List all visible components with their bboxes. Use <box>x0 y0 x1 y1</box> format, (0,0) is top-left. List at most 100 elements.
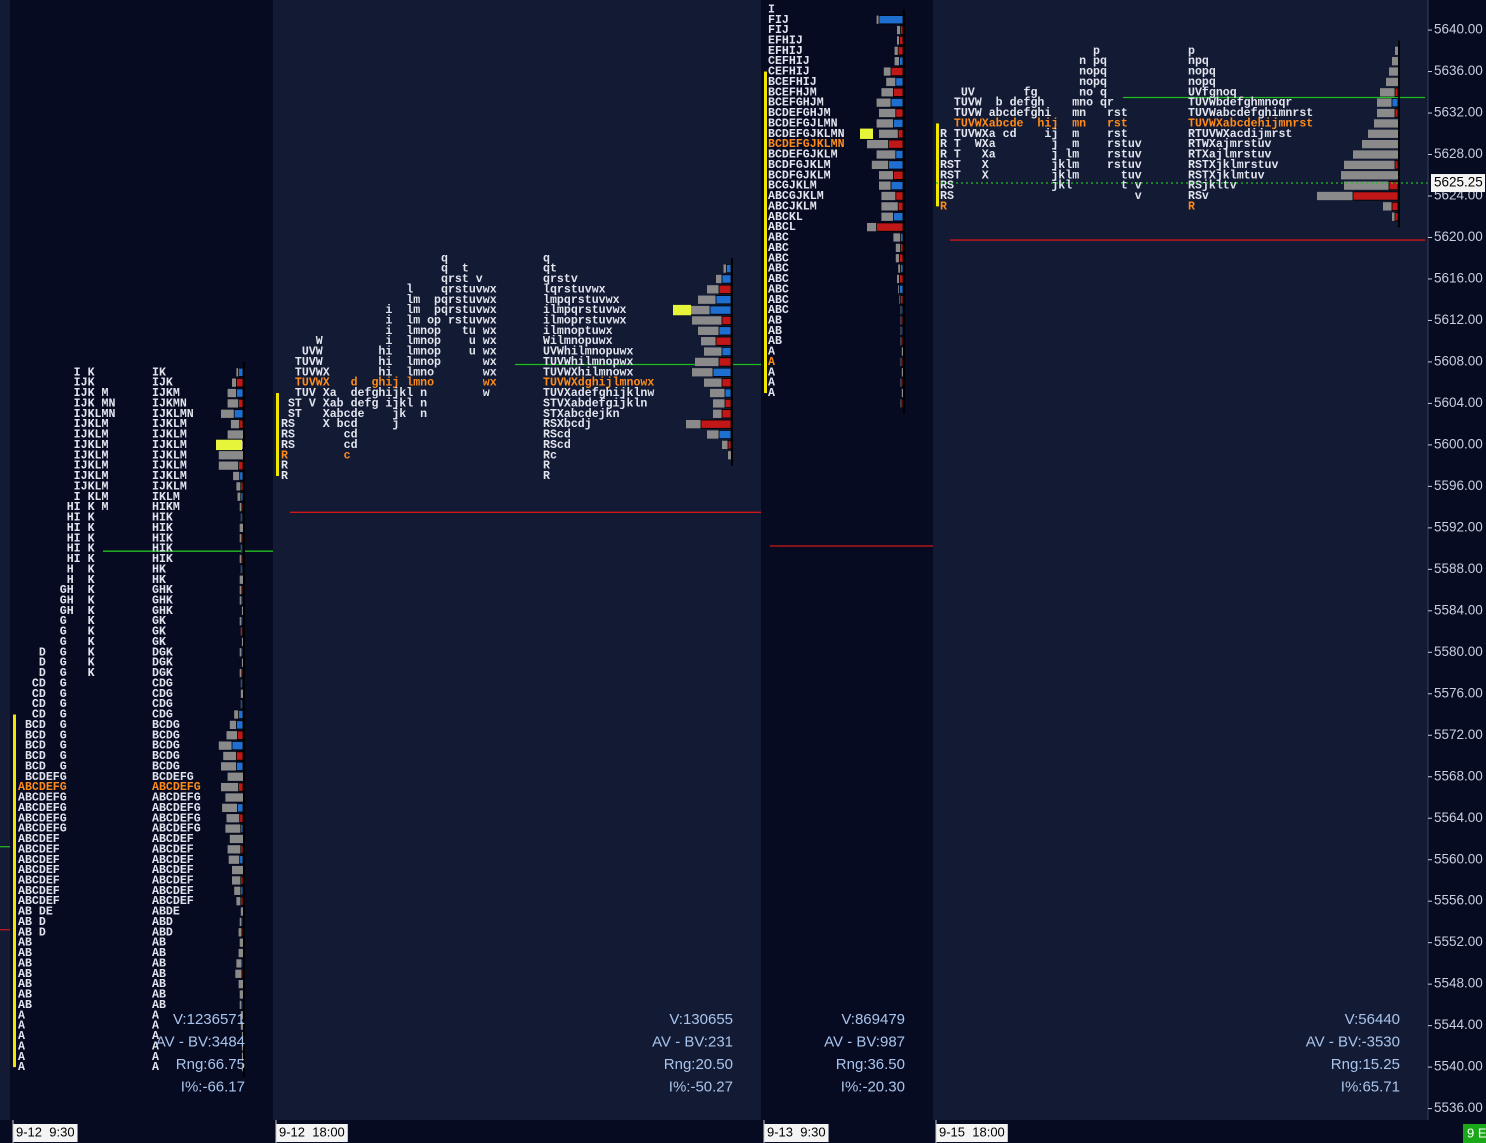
delta-bar <box>899 35 904 45</box>
delta-bar <box>895 191 904 201</box>
tpo-row: CEFHIJ <box>768 66 810 79</box>
tpo-row: AB <box>768 325 782 338</box>
tpo-row: npq <box>1188 55 1209 68</box>
tpo-row: i lmnop tu wx <box>281 325 497 338</box>
volume-bar <box>236 897 241 906</box>
tpo-row: RScd <box>543 439 571 452</box>
volume-bar <box>698 326 719 335</box>
tpo-row: HIK <box>152 553 173 566</box>
initial-balance <box>936 123 939 207</box>
tpo-row: ABCDEFG <box>152 812 201 825</box>
tpo-row: GH K <box>18 605 95 618</box>
delta-bar <box>1394 212 1399 222</box>
delta-bar <box>241 533 244 543</box>
tpo-row: RS cd <box>281 429 358 442</box>
delta-bar <box>724 388 732 398</box>
volume-bar <box>900 399 902 408</box>
volume-bar <box>1377 108 1395 118</box>
tpo-row: IKLM <box>152 491 180 504</box>
volume-bar <box>237 492 241 501</box>
volume-bar <box>898 285 900 294</box>
tpo-row: CD G <box>18 698 67 711</box>
delta-bar <box>721 409 732 419</box>
volume-bar <box>901 368 903 377</box>
tpo-row: ilmpqrstuvwx <box>543 304 627 317</box>
volume-bar <box>221 782 239 792</box>
delta-bar <box>241 502 244 512</box>
volume-bar <box>233 471 240 481</box>
delta-bar <box>241 647 244 657</box>
delta-bar <box>239 855 244 865</box>
tpo-row: AB <box>768 315 782 328</box>
delta-bar <box>893 212 904 222</box>
delta-bar <box>240 481 244 491</box>
volume-bar <box>876 98 891 107</box>
delta-bar <box>241 616 244 626</box>
volume-bar <box>722 440 728 450</box>
volume-bar <box>225 824 241 833</box>
tpo-row: R <box>940 200 947 213</box>
tpo-row: GHK <box>152 595 173 608</box>
delta-bar <box>878 15 904 25</box>
tpo-row: UVW hi lmnop u wx <box>281 346 497 359</box>
volume-bar <box>713 409 722 418</box>
volume-bar <box>232 865 243 875</box>
footer-tag-box <box>1463 1124 1486 1143</box>
tpo-row: D G K <box>18 667 95 680</box>
volume-bar <box>901 388 903 398</box>
tpo-row: CDG <box>152 698 173 711</box>
tpo-row: IJKLMN <box>18 408 115 421</box>
tpo-row: ABCDEFG <box>152 802 201 815</box>
delta-bar <box>1391 201 1399 211</box>
volume-bar <box>226 814 240 823</box>
volume-bar <box>240 907 243 916</box>
tpo-row: AB <box>18 968 32 981</box>
y-tick-label: 5600.00 <box>1434 436 1483 451</box>
tpo-row: AB <box>152 947 166 960</box>
volume-bar <box>240 689 243 698</box>
tpo-row: R <box>281 470 288 483</box>
tpo-row: lmpqrstuvwx <box>543 294 620 307</box>
delta-bar <box>231 741 244 751</box>
footer-tag: 9 E <box>1467 1125 1486 1140</box>
volume-bar <box>894 46 899 55</box>
y-tick-label: 5588.00 <box>1434 561 1483 576</box>
tpo-row: IJK MN <box>18 397 115 410</box>
tpo-row: AB <box>152 978 166 991</box>
delta-bar <box>888 139 904 149</box>
volume-bar <box>899 295 901 304</box>
volume-bar <box>235 969 242 978</box>
tpo-row: GH K <box>18 584 95 597</box>
delta-bar <box>235 378 244 388</box>
date-label: 9-13 9:30 <box>764 1124 829 1142</box>
tpo-row: AB D <box>18 926 46 939</box>
tpo-row: RST X jklm rstuv <box>940 159 1142 172</box>
y-tick-label: 5564.00 <box>1434 810 1483 825</box>
tpo-row: ABCDEF <box>18 854 60 867</box>
delta-bar <box>890 67 904 77</box>
initial-balance <box>276 393 279 476</box>
delta-bar <box>900 25 904 35</box>
volume-bar <box>232 378 237 387</box>
tpo-row: FIJ <box>768 24 789 37</box>
tpo-row: ABCDEFG <box>18 792 67 805</box>
tpo-row: IJK <box>152 377 173 390</box>
volume-bar <box>232 876 241 885</box>
delta-bar <box>235 751 244 761</box>
delta-bar <box>724 398 732 408</box>
tpo-row: ABCDEF <box>18 843 60 856</box>
tpo-row: lm pqrstuvwx <box>281 294 497 307</box>
volume-bar <box>222 803 238 812</box>
date-text: 9-13 9:30 <box>767 1124 826 1139</box>
volume-bar <box>239 938 243 947</box>
tpo-row: IJKLM <box>18 439 108 452</box>
tpo-row: q <box>281 252 448 265</box>
tpo-row: ABCJKLM <box>768 200 817 213</box>
tpo-row: H K <box>18 563 95 576</box>
y-tick-label: 5620.00 <box>1434 229 1483 244</box>
delta-bar <box>900 295 904 305</box>
tpo-row: IJKLM <box>152 470 187 483</box>
delta-bar <box>241 969 244 979</box>
volume-bar <box>240 544 242 553</box>
delta-bar <box>241 678 244 688</box>
